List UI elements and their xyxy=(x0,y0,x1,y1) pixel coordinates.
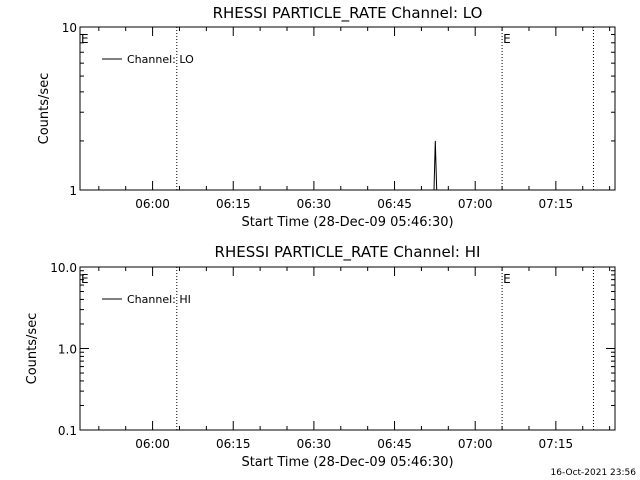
x-tick-label: 06:30 xyxy=(297,437,332,451)
event-marker: E xyxy=(503,32,511,46)
x-tick-label: 06:30 xyxy=(297,197,332,211)
x-tick-label: 07:00 xyxy=(458,437,493,451)
event-marker: E xyxy=(81,272,89,286)
x-axis-label: Start Time (28-Dec-09 05:46:30) xyxy=(241,455,453,470)
x-tick-label: 07:15 xyxy=(539,437,574,451)
plot-frame xyxy=(79,26,616,191)
x-tick-label: 07:00 xyxy=(458,197,493,211)
x-tick-label: 06:15 xyxy=(216,437,251,451)
plot-frame xyxy=(79,266,616,431)
x-tick-label: 06:45 xyxy=(377,197,412,211)
legend-entry: Channel: HI xyxy=(127,293,191,306)
series-line xyxy=(433,140,438,191)
legend-entry: Channel: LO xyxy=(127,53,194,66)
x-tick-label: 07:15 xyxy=(539,197,574,211)
x-axis-label: Start Time (28-Dec-09 05:46:30) xyxy=(241,215,453,230)
y-tick-label: 10.0 xyxy=(50,261,77,275)
y-axis-label: Counts/sec xyxy=(25,313,40,385)
x-tick-label: 06:00 xyxy=(135,437,170,451)
y-tick-label: 10 xyxy=(62,21,77,35)
y-tick-label: 0.1 xyxy=(58,424,77,438)
event-marker: E xyxy=(503,272,511,286)
footer-timestamp: 16-Oct-2021 23:56 xyxy=(550,468,636,478)
chart-title: RHESSI PARTICLE_RATE Channel: LO xyxy=(213,4,483,23)
y-tick-label: 1 xyxy=(69,184,77,198)
event-marker: E xyxy=(81,32,89,46)
x-tick-label: 06:45 xyxy=(377,437,412,451)
x-tick-label: 06:15 xyxy=(216,197,251,211)
chart-title: RHESSI PARTICLE_RATE Channel: HI xyxy=(215,243,481,262)
y-tick-label: 1.0 xyxy=(58,343,77,357)
y-axis-label: Counts/sec xyxy=(37,73,52,145)
x-tick-label: 06:00 xyxy=(135,197,170,211)
